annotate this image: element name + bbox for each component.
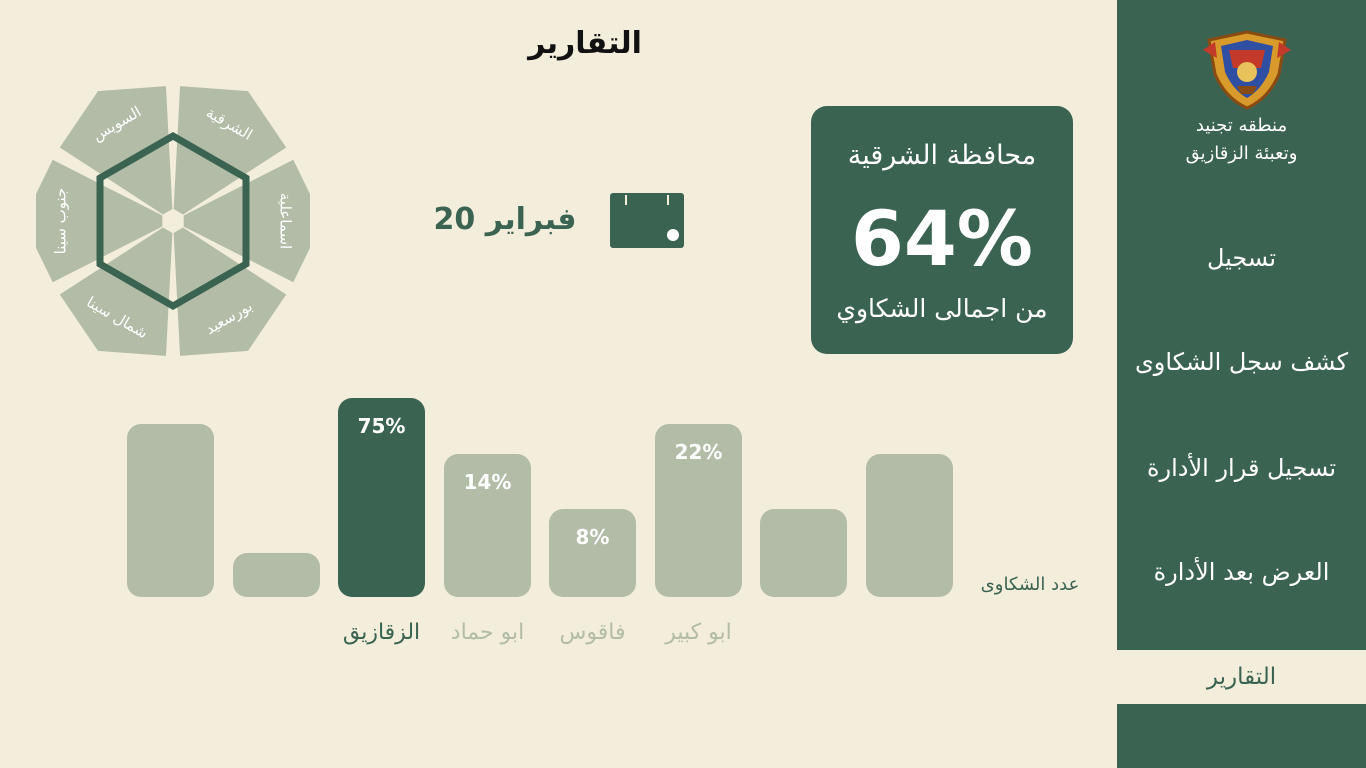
bar-category-label: الزقازيق bbox=[342, 620, 421, 645]
chart-bar[interactable]: 14% bbox=[444, 454, 531, 597]
chart-bar[interactable] bbox=[127, 424, 214, 597]
chart-bar[interactable] bbox=[866, 454, 953, 597]
bar-category-label: ابو كبير bbox=[665, 620, 732, 645]
hex-segment[interactable] bbox=[173, 86, 287, 215]
chart-bar[interactable]: 22% bbox=[655, 424, 742, 597]
calendar-icon[interactable] bbox=[610, 193, 684, 248]
bar-category-label: ابو حماد bbox=[450, 620, 525, 645]
hex-segment[interactable] bbox=[59, 86, 173, 215]
nav-item-admin-decision[interactable]: تسجيل قرار الأدارة bbox=[1146, 454, 1337, 482]
chart-ylabel: عدد الشكاوى bbox=[980, 574, 1080, 595]
nav-item-post-admin-view[interactable]: العرض بعد الأدارة bbox=[1153, 558, 1330, 586]
chart-bar[interactable]: 75% bbox=[338, 398, 425, 597]
bar-value-label: 75% bbox=[357, 414, 406, 438]
org-name-line1: منطقه تجنيد bbox=[1195, 115, 1288, 136]
bar-value-label: 14% bbox=[463, 470, 512, 494]
chart-bar[interactable] bbox=[233, 553, 320, 597]
bar-category-label: فاقوس bbox=[559, 620, 626, 645]
stat-card: محافظة الشرقية 64% من اجمالى الشكاوي bbox=[811, 106, 1073, 354]
date-label: فبراير 20 bbox=[433, 202, 577, 237]
org-name-line2: وتعبئة الزقازيق bbox=[1185, 143, 1298, 164]
hex-segment-label: اسماعلية bbox=[277, 193, 295, 249]
stat-percent: 64% bbox=[851, 194, 1033, 283]
stat-governorate: محافظة الشرقية bbox=[847, 140, 1037, 171]
stat-subtitle: من اجمالى الشكاوي bbox=[836, 294, 1048, 323]
hex-segment[interactable] bbox=[59, 227, 173, 356]
chart-bar[interactable] bbox=[760, 509, 847, 597]
logo-emblem bbox=[1203, 30, 1291, 110]
bar-value-label: 22% bbox=[674, 440, 723, 464]
chart-bar[interactable]: 8% bbox=[549, 509, 636, 597]
sidebar: منطقه تجنيد وتعبئة الزقازيق تسجيل كشف سج… bbox=[1117, 0, 1366, 768]
org-name: منطقه تجنيد وتعبئة الزقازيق bbox=[1117, 112, 1366, 168]
nav-item-register[interactable]: تسجيل bbox=[1207, 244, 1276, 272]
hex-segment-label: جنوب سينا bbox=[52, 188, 70, 255]
hex-segment[interactable] bbox=[173, 227, 287, 356]
nav-item-complaints-log[interactable]: كشف سجل الشكاوى bbox=[1134, 348, 1349, 376]
bar-value-label: 8% bbox=[575, 525, 610, 549]
nav-item-reports[interactable]: التقارير bbox=[1117, 650, 1366, 704]
page-title: التقارير bbox=[528, 26, 642, 61]
